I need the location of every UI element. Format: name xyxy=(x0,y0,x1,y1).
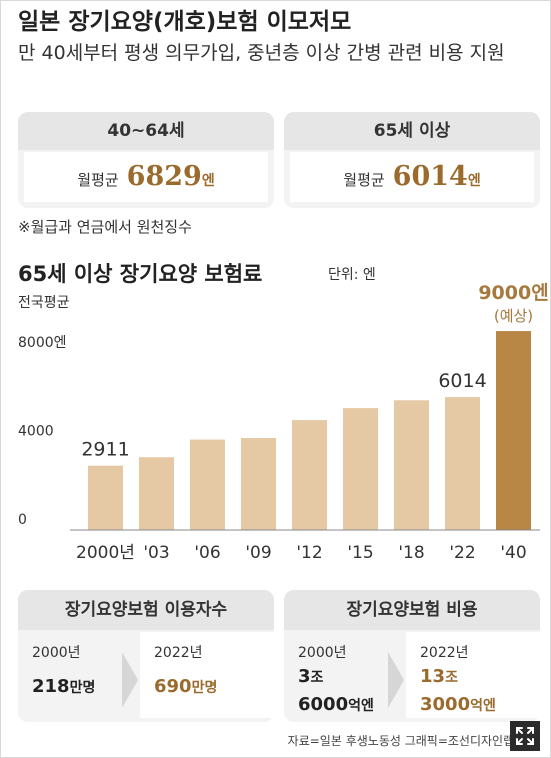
premium-unit: 엔 xyxy=(467,173,481,189)
cost-right-year: 2022년 xyxy=(420,645,469,661)
premium-card-65-plus: 65세 이상 월평균 6014엔 xyxy=(284,112,540,208)
chart-unit: 단위: 엔 xyxy=(328,267,376,283)
x-tick-label: '18 xyxy=(398,543,424,563)
page-title: 일본 장기요양(개호)보험 이모저모 xyxy=(18,9,352,35)
cost-right-line2: 3000억엔 xyxy=(420,694,496,715)
bar xyxy=(241,438,276,530)
bar xyxy=(292,420,327,530)
cost-card: 장기요양보험 비용 2000년 3조 6000억엔 2022년 13조 3000… xyxy=(284,590,540,722)
x-tick-label: '03 xyxy=(143,543,169,563)
bar xyxy=(445,397,480,530)
x-tick-label: '12 xyxy=(296,543,322,563)
users-left-column: 2000년 218만명 xyxy=(18,632,122,718)
y-tick-label: 8000엔 xyxy=(18,335,67,351)
premium-card-40-64: 40~64세 월평균 6829엔 xyxy=(18,112,274,208)
expand-icon[interactable] xyxy=(510,721,540,751)
users-card: 장기요양보험 이용자수 2000년 218만명 2022년 690만명 xyxy=(18,590,274,722)
users-left-year: 2000년 xyxy=(32,645,81,661)
premium-value: 6829 xyxy=(126,161,202,192)
cost-left-year: 2000년 xyxy=(298,645,347,661)
arrow-icon xyxy=(388,652,404,708)
x-tick-label: '15 xyxy=(347,543,373,563)
chart-average-label: 전국평균 xyxy=(18,295,70,311)
premium-label: 월평균 xyxy=(77,171,119,189)
x-tick-label: '09 xyxy=(245,543,271,563)
withholding-note: ※월급과 연금에서 원천징수 xyxy=(18,218,192,236)
forecast-label: (예상) xyxy=(494,307,533,325)
users-left-value: 218만명 xyxy=(32,676,96,697)
bar xyxy=(343,408,378,530)
cost-left-column: 2000년 3조 6000억엔 xyxy=(284,632,388,718)
users-right-column: 2022년 690만명 xyxy=(140,632,274,718)
users-right-year: 2022년 xyxy=(154,645,203,661)
bar xyxy=(394,400,429,530)
y-tick-label: 4000 xyxy=(18,424,54,440)
x-tick-label: '40 xyxy=(500,543,526,563)
bar xyxy=(496,331,531,530)
users-right-value: 690만명 xyxy=(154,676,218,697)
cost-right-column: 2022년 13조 3000억엔 xyxy=(406,632,540,718)
premium-label: 월평균 xyxy=(343,171,385,189)
premium-card-header: 65세 이상 xyxy=(284,112,540,150)
arrow-icon xyxy=(122,652,138,708)
cost-left-line2: 6000억엔 xyxy=(298,694,374,715)
premium-card-body: 월평균 6014엔 xyxy=(290,152,534,202)
cost-left-line1: 3조 xyxy=(298,666,324,687)
data-label: 6014 xyxy=(438,370,486,392)
x-tick-label: '06 xyxy=(194,543,220,563)
y-tick-label: 0 xyxy=(18,512,27,528)
premium-card-body: 월평균 6829엔 xyxy=(24,152,268,202)
cost-right-line1: 13조 xyxy=(420,666,458,687)
x-tick-label: '22 xyxy=(449,543,475,563)
premium-unit: 엔 xyxy=(201,173,215,189)
bar xyxy=(88,465,123,530)
premium-bar-chart: 0 4000 8000엔 2000년 '03 '06 '09 '12 '15 '18 '22 '40 2… xyxy=(18,282,549,563)
data-label: 9000엔 xyxy=(478,282,548,304)
bar xyxy=(190,439,225,530)
users-card-header: 장기요양보험 이용자수 xyxy=(18,590,274,630)
source-credit: 자료=일본 후생노동성 그래픽=조선디자인랩 이 xyxy=(287,734,529,748)
cost-card-header: 장기요양보험 비용 xyxy=(284,590,540,630)
premium-card-header: 40~64세 xyxy=(18,112,274,150)
data-label: 2911 xyxy=(81,439,129,461)
chart-title: 65세 이상 장기요양 보험료 xyxy=(18,262,263,286)
premium-value: 6014 xyxy=(392,161,468,192)
bar xyxy=(139,457,174,530)
x-tick-label: 2000년 xyxy=(76,543,135,563)
page-subtitle: 만 40세부터 평생 의무가입, 중년층 이상 간병 관련 비용 지원 xyxy=(18,42,505,64)
